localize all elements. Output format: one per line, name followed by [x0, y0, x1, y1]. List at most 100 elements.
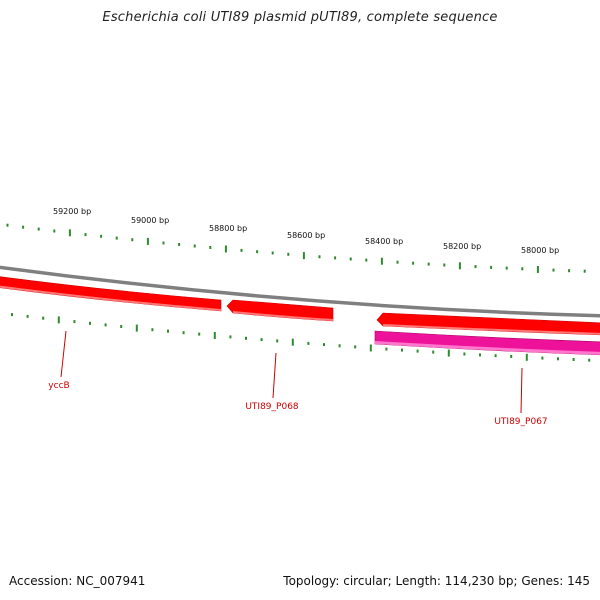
inner-minor-tick [494, 354, 497, 358]
outer-major-tick [68, 229, 71, 237]
outer-minor-tick [240, 248, 243, 252]
inner-minor-tick [73, 320, 76, 324]
inner-major-tick [369, 344, 372, 352]
inner-minor-tick [338, 344, 341, 348]
label-leader-UTI89_P067 [520, 367, 523, 414]
inner-major-tick [447, 349, 450, 357]
outer-minor-tick [22, 225, 25, 229]
outer-minor-tick [84, 233, 87, 237]
gene-shade-UTI89_P068 [233, 311, 333, 321]
gene-label-yccB[interactable]: yccB [48, 381, 69, 391]
inner-minor-tick [151, 328, 154, 332]
inner-major-tick [57, 316, 60, 324]
inner-minor-tick [260, 338, 263, 342]
inner-minor-tick [479, 353, 481, 357]
inner-minor-tick [432, 350, 435, 354]
inner-major-tick [525, 353, 528, 361]
gene-labels: yccB UTI89_P068 UTI89_P067 [48, 330, 548, 427]
outer-minor-tick [365, 258, 368, 262]
scale-label-58600: 58600 bp [287, 231, 325, 240]
inner-minor-tick [198, 332, 201, 336]
outer-major-tick [536, 266, 539, 273]
map-title: Escherichia coli UTI89 plasmid pUTI89, c… [102, 10, 498, 25]
inner-minor-tick [510, 355, 513, 358]
scale-label-59000: 59000 bp [131, 216, 169, 225]
inner-minor-tick [42, 316, 45, 320]
inner-minor-tick [323, 343, 325, 347]
outer-minor-tick [37, 227, 40, 231]
outer-minor-tick [318, 255, 321, 259]
scale-label-58000: 58000 bp [521, 246, 559, 255]
inner-minor-tick [572, 358, 575, 361]
outer-minor-tick [568, 269, 571, 273]
outer-major-tick [146, 237, 149, 245]
outer-major-tick [302, 252, 305, 260]
outer-minor-tick [271, 251, 274, 255]
outer-minor-tick [100, 234, 103, 238]
outer-minor-tick [6, 223, 9, 227]
outer-minor-tick [443, 263, 446, 267]
inner-minor-tick [89, 321, 91, 325]
gene-arrow-UTI89_P068[interactable] [226, 299, 334, 322]
inner-minor-tick [557, 357, 559, 361]
gene-UTI89_P067[interactable] [374, 330, 600, 356]
outer-minor-tick [505, 266, 508, 270]
inner-minor-tick [167, 329, 169, 333]
inner-minor-tick [307, 341, 310, 345]
outer-major-tick [380, 257, 383, 265]
gene-shade-yccB [0, 285, 221, 311]
inner-minor-tick [588, 358, 591, 362]
inner-major-tick [135, 324, 138, 332]
sequence-backbone [0, 265, 600, 318]
gene-segment-next[interactable] [376, 312, 600, 336]
inner-major-tick [213, 332, 216, 339]
outer-minor-tick [521, 267, 524, 271]
outer-minor-tick [349, 257, 352, 261]
outer-minor-tick [256, 250, 259, 254]
outer-minor-tick [583, 269, 586, 273]
gene-shade-segment-next [383, 324, 600, 335]
inner-minor-tick [11, 313, 13, 317]
inner-minor-tick [541, 356, 544, 360]
outer-major-tick [224, 245, 227, 253]
outer-minor-tick [334, 256, 337, 260]
inner-minor-tick [245, 336, 247, 340]
outer-minor-tick [178, 243, 181, 246]
scale-label-58800: 58800 bp [209, 224, 247, 233]
inner-minor-tick [354, 345, 357, 349]
inner-minor-tick [104, 323, 107, 327]
outer-minor-tick [131, 238, 134, 242]
scale-labels: 59200 bp 59000 bp 58800 bp 58600 bp 5840… [53, 207, 559, 255]
outer-minor-tick [53, 229, 56, 233]
outer-minor-tick [427, 262, 430, 266]
outer-minor-tick [474, 265, 477, 269]
outer-minor-tick [287, 252, 290, 256]
outer-minor-tick [193, 244, 196, 248]
gene-label-UTI89_P067[interactable]: UTI89_P067 [494, 417, 547, 427]
gene-shade-UTI89_P067 [375, 341, 600, 355]
inner-scale-ticks [11, 313, 591, 362]
inner-minor-tick [416, 349, 419, 353]
inner-minor-tick [26, 314, 29, 318]
scale-label-58400: 58400 bp [365, 237, 403, 246]
outer-minor-tick [552, 268, 555, 272]
outer-minor-tick [396, 260, 399, 264]
inner-minor-tick [182, 331, 185, 335]
gene-yccB[interactable] [0, 276, 222, 312]
outer-minor-tick [490, 265, 493, 269]
label-leader-yccB [60, 330, 67, 378]
inner-minor-tick [120, 325, 123, 328]
gene-UTI89_P068[interactable] [226, 299, 334, 322]
outer-minor-tick [162, 241, 165, 245]
gene-label-UTI89_P068[interactable]: UTI89_P068 [245, 402, 299, 412]
outer-minor-tick [209, 246, 212, 249]
inner-minor-tick [229, 335, 232, 339]
scale-label-59200: 59200 bp [53, 207, 91, 216]
inner-minor-tick [463, 352, 466, 356]
inner-minor-tick [401, 348, 403, 352]
accession-text: Accession: NC_007941 [9, 574, 146, 588]
inner-major-tick [291, 338, 294, 346]
scale-label-58200: 58200 bp [443, 242, 481, 251]
outer-minor-tick [412, 261, 415, 265]
